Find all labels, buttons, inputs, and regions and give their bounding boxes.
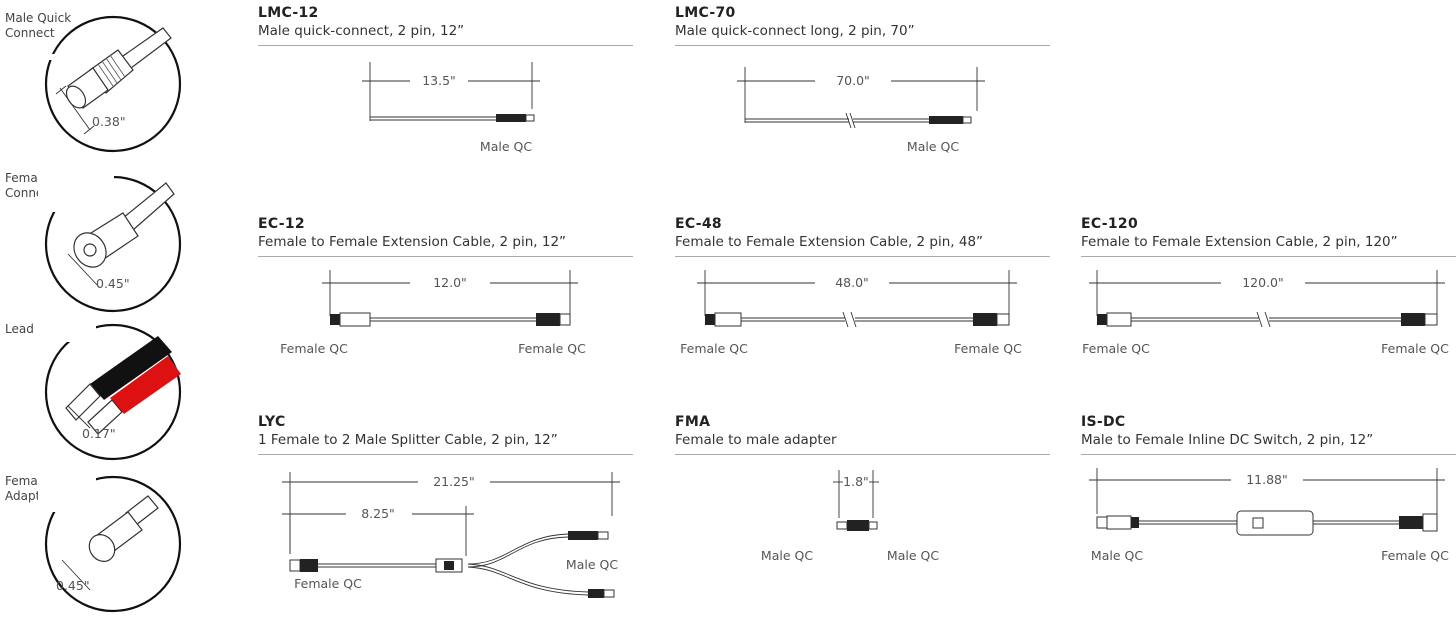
length-label-secondary: 8.25" (361, 506, 395, 521)
product-description: Male quick-connect long, 2 pin, 70” (675, 23, 915, 39)
cable-diagram: 70.0" Male QC (737, 67, 985, 154)
cable-diagram: 48.0" Female QC Female QC (680, 270, 1022, 356)
product-description: 1 Female to 2 Male Splitter Cable, 2 pin… (258, 432, 558, 448)
product-code: EC-120 (1081, 216, 1138, 232)
length-label: 120.0" (1242, 275, 1284, 290)
end-label-right: Female QC (518, 341, 586, 356)
lead-wires-dimension: 0.17" (82, 426, 116, 441)
length-label: 11.88" (1246, 472, 1288, 487)
product-code: LYC (258, 414, 286, 430)
male-qc-dimension: 0.38" (92, 114, 126, 129)
length-label: 48.0" (835, 275, 869, 290)
product-code: FMA (675, 414, 711, 430)
divider (258, 454, 633, 455)
end-label-left: Female QC (1082, 341, 1150, 356)
divider (675, 256, 1050, 257)
divider (675, 45, 1050, 46)
product-card-ec-120: EC-120 Female to Female Extension Cable,… (1081, 216, 1456, 386)
divider (675, 454, 1050, 455)
product-description: Female to Female Extension Cable, 2 pin,… (1081, 234, 1398, 250)
end-label-left: Male QC (761, 548, 813, 563)
end-label-right: Female QC (1381, 341, 1449, 356)
product-card-is-dc: IS-DC Male to Female Inline DC Switch, 2… (1081, 414, 1456, 584)
end-label-left: Female QC (680, 341, 748, 356)
adapter-closeup-icon: 0.45" (38, 470, 182, 613)
cable-diagram: 12.0" Female QC Female QC (280, 270, 586, 356)
end-label-right: Female QC (1381, 548, 1449, 563)
cable-diagram: 1.8" Male QC Male QC (761, 470, 939, 563)
adapter-dimension: 0.45" (56, 578, 90, 593)
product-card-lmc-70: LMC-70 Male quick-connect long, 2 pin, 7… (675, 5, 1050, 175)
cable-diagram: 120.0" Female QC Female QC (1082, 270, 1449, 356)
length-label: 70.0" (836, 73, 870, 88)
divider (258, 256, 633, 257)
product-card-lyc: LYC 1 Female to 2 Male Splitter Cable, 2… (258, 414, 633, 603)
product-description: Male to Female Inline DC Switch, 2 pin, … (1081, 432, 1374, 448)
end-label-right: Male QC (480, 139, 532, 154)
product-code: LMC-12 (258, 5, 319, 21)
divider (1081, 256, 1456, 257)
cable-diagram: 21.25" 8.25" Female QC Male QC (282, 472, 620, 598)
divider (258, 45, 633, 46)
end-label-right: Male QC (907, 139, 959, 154)
end-label-right: Female QC (954, 341, 1022, 356)
cable-diagram: 13.5" Male QC (362, 62, 540, 154)
female-qc-dimension: 0.45" (96, 276, 130, 291)
length-label: 12.0" (433, 275, 467, 290)
end-label-left: Female QC (294, 576, 362, 591)
product-card-ec-12: EC-12 Female to Female Extension Cable, … (258, 216, 633, 386)
product-card-fma: FMA Female to male adapter 1.8" Male QC … (675, 414, 1050, 584)
product-description: Female to Female Extension Cable, 2 pin,… (258, 234, 567, 250)
end-label-left: Male QC (1091, 548, 1143, 563)
product-code: LMC-70 (675, 5, 736, 21)
cable-diagram: 11.88" Male QC Female QC (1089, 468, 1449, 563)
product-description: Male quick-connect, 2 pin, 12” (258, 23, 465, 39)
male-qc-label: Male Quick Connect (5, 11, 72, 40)
length-label: 1.8" (843, 474, 869, 489)
product-description: Female to Female Extension Cable, 2 pin,… (675, 234, 984, 250)
end-label-left: Female QC (280, 341, 348, 356)
male-qc-closeup-icon: 0.38" (38, 15, 182, 153)
product-code: EC-12 (258, 216, 305, 232)
length-label: 13.5" (422, 73, 456, 88)
product-code: EC-48 (675, 216, 722, 232)
end-label-right: Male QC (566, 557, 618, 572)
end-label-right: Male QC (887, 548, 939, 563)
product-description: Female to male adapter (675, 432, 837, 448)
divider (1081, 454, 1456, 455)
lead-wires-closeup-icon: 0.17" (38, 318, 182, 461)
product-card-lmc-12: LMC-12 Male quick-connect, 2 pin, 12” 13… (258, 5, 633, 175)
product-card-ec-48: EC-48 Female to Female Extension Cable, … (675, 216, 1050, 386)
female-qc-closeup-icon: 0.45" (38, 172, 182, 313)
product-code: IS-DC (1081, 414, 1126, 430)
length-label: 21.25" (433, 474, 475, 489)
